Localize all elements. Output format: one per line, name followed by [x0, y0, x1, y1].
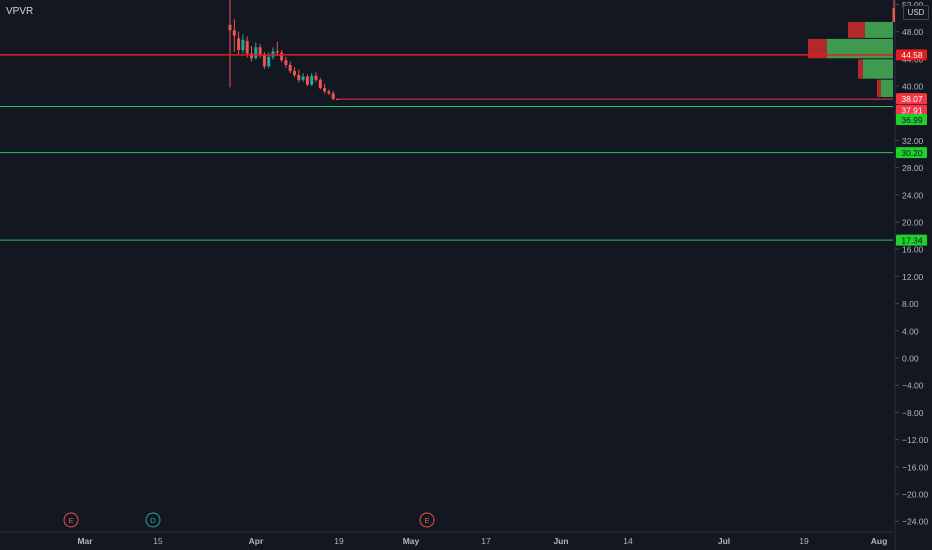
event-earnings-marker[interactable] — [419, 512, 435, 528]
x-tick-label: Jul — [718, 536, 730, 546]
event-dividend-letter: D — [150, 516, 156, 525]
y-tick-label: −12.00 — [902, 435, 929, 445]
candle-body — [280, 52, 284, 61]
event-earnings-marker[interactable] — [63, 512, 79, 528]
event-earnings-letter: E — [424, 516, 429, 525]
y-tick-label: 16.00 — [902, 245, 924, 255]
x-tick-label: Apr — [249, 536, 264, 546]
currency-badge[interactable]: USD — [903, 5, 929, 20]
candle-body — [237, 38, 241, 50]
candle-body — [232, 30, 236, 36]
volume-profile-up — [863, 59, 893, 79]
y-tick-label: −20.00 — [902, 490, 929, 500]
y-tick-label: 52.00 — [902, 0, 924, 10]
countdown-label-bg — [896, 104, 927, 116]
candle-body — [293, 71, 296, 76]
candle-body — [288, 64, 292, 72]
last-price-label: 38.07 — [901, 94, 923, 104]
volume-profile-down — [848, 21, 865, 38]
y-tick-label: 20.00 — [902, 218, 924, 228]
candle-body — [297, 75, 301, 80]
y-tick-label: −8.00 — [902, 408, 924, 418]
candle-body — [327, 91, 331, 94]
x-tick-label: Jun — [553, 536, 568, 546]
candle-body — [323, 88, 327, 92]
volume-profile-up — [881, 79, 893, 98]
volume-profile-down — [808, 38, 827, 59]
x-tick-label: 19 — [799, 536, 809, 546]
last-price-label-bg — [896, 93, 927, 105]
support-2-price-label: 30.20 — [901, 148, 923, 158]
candle-body — [254, 47, 258, 59]
y-tick-label: −4.00 — [902, 381, 924, 391]
y-tick-label: 24.00 — [902, 190, 924, 200]
y-tick-label: 48.00 — [902, 27, 924, 37]
x-tick-label: Mar — [77, 536, 93, 546]
event-earnings-letter: E — [68, 516, 73, 525]
candle-body — [331, 93, 335, 99]
support-1-price-label: 36.99 — [901, 115, 923, 125]
candle-body — [301, 76, 305, 80]
resistance-price-label: 44.58 — [901, 50, 923, 60]
x-tick-label: 15 — [153, 536, 163, 546]
candle-body — [314, 75, 318, 80]
candle-body — [892, 8, 895, 22]
x-tick-label: 17 — [481, 536, 491, 546]
candle-body — [262, 54, 266, 67]
candle-body — [271, 51, 275, 57]
candle-body — [318, 79, 322, 89]
event-dividend-marker[interactable] — [145, 512, 161, 528]
y-tick-label: 12.00 — [902, 272, 924, 282]
support-1-price-label-bg — [896, 113, 927, 125]
x-tick-label: Aug — [871, 536, 888, 546]
candle-body — [310, 75, 314, 85]
candle-body — [284, 60, 288, 65]
y-tick-label: 40.00 — [902, 82, 924, 92]
candle-body — [275, 51, 279, 53]
volume-profile-up — [827, 38, 893, 59]
y-tick-label: −24.00 — [902, 517, 929, 527]
candle-body — [267, 56, 271, 67]
indicator-title: VPVR — [6, 6, 34, 17]
resistance-price-label-bg — [896, 49, 927, 61]
candle-body — [258, 47, 262, 55]
volume-profile-down — [858, 59, 863, 79]
y-tick-label: 8.00 — [902, 299, 919, 309]
candle-body — [305, 76, 309, 85]
x-tick-label: May — [403, 536, 420, 546]
support-3-price-label-bg — [896, 234, 927, 246]
volume-profile-down — [877, 79, 881, 98]
countdown-label: 37.91 — [901, 106, 923, 116]
candle-body — [245, 41, 249, 54]
y-tick-label: 0.00 — [902, 354, 919, 364]
y-tick-label: 4.00 — [902, 326, 919, 336]
y-tick-label: −16.00 — [902, 462, 929, 472]
candle-body — [250, 53, 253, 59]
support-2-price-label-bg — [896, 147, 927, 159]
y-tick-label: 28.00 — [902, 163, 924, 173]
x-tick-label: 19 — [334, 536, 344, 546]
volume-profile-up — [865, 21, 893, 38]
candle-body — [241, 39, 245, 50]
y-tick-label: 32.00 — [902, 136, 924, 146]
candle-body — [228, 24, 232, 31]
x-tick-label: 14 — [623, 536, 633, 546]
support-3-price-label: 17.34 — [901, 235, 923, 245]
